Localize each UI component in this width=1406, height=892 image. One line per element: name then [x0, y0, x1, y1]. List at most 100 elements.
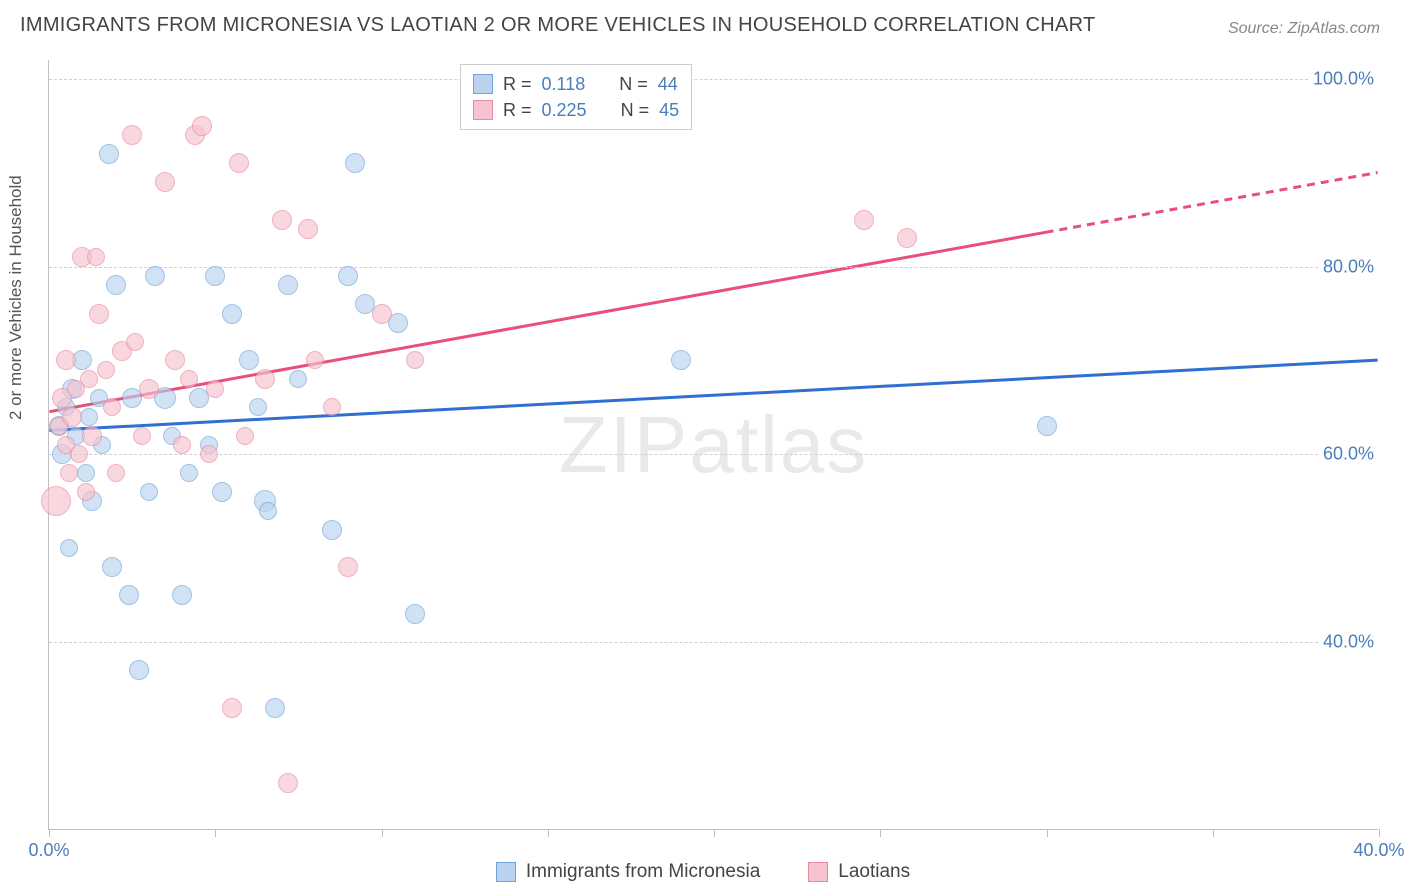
n-value: 45	[659, 97, 679, 123]
chart-title: IMMIGRANTS FROM MICRONESIA VS LAOTIAN 2 …	[20, 14, 1096, 37]
data-point	[897, 228, 917, 248]
data-point	[372, 304, 392, 324]
data-point	[406, 351, 424, 369]
data-point	[229, 153, 249, 173]
data-point	[119, 585, 139, 605]
data-point	[165, 350, 185, 370]
r-label: R =	[503, 71, 532, 97]
data-point	[129, 660, 149, 680]
series-legend: Immigrants from Micronesia Laotians	[0, 861, 1406, 888]
plot-area: ZIPatlas 40.0%60.0%80.0%100.0%0.0%40.0%	[48, 60, 1378, 830]
x-tick	[548, 829, 549, 837]
data-point	[106, 275, 126, 295]
gridline	[49, 79, 1378, 80]
legend-row: R = 0.118 N = 44	[473, 71, 679, 97]
x-tick	[1213, 829, 1214, 837]
gridline	[49, 267, 1378, 268]
data-point	[80, 408, 98, 426]
r-label: R =	[503, 97, 532, 123]
watermark: ZIPatlas	[559, 399, 868, 491]
trend-line	[1046, 173, 1378, 233]
x-tick	[1047, 829, 1048, 837]
trend-line	[49, 360, 1377, 430]
data-point	[259, 502, 277, 520]
data-point	[345, 153, 365, 173]
data-point	[155, 172, 175, 192]
data-point	[89, 304, 109, 324]
data-point	[338, 557, 358, 577]
data-point	[97, 361, 115, 379]
y-tick-label: 40.0%	[1319, 632, 1378, 653]
n-label: N =	[619, 71, 648, 97]
data-point	[236, 427, 254, 445]
data-point	[322, 520, 342, 540]
data-point	[205, 266, 225, 286]
legend-swatch	[473, 74, 493, 94]
data-point	[145, 266, 165, 286]
gridline	[49, 454, 1378, 455]
data-point	[249, 398, 267, 416]
data-point	[41, 486, 71, 516]
n-value: 44	[658, 71, 678, 97]
data-point	[289, 370, 307, 388]
data-point	[298, 219, 318, 239]
data-point	[239, 350, 259, 370]
x-tick	[215, 829, 216, 837]
data-point	[222, 698, 242, 718]
x-tick-label: 40.0%	[1353, 840, 1404, 861]
data-point	[173, 436, 191, 454]
data-point	[255, 369, 275, 389]
data-point	[192, 116, 212, 136]
trend-line	[49, 232, 1045, 411]
data-point	[1037, 416, 1057, 436]
data-point	[99, 144, 119, 164]
data-point	[82, 426, 102, 446]
data-point	[180, 464, 198, 482]
legend-swatch	[473, 100, 493, 120]
legend-row: R =0.225N =45	[473, 97, 679, 123]
x-tick	[880, 829, 881, 837]
data-point	[671, 350, 691, 370]
data-point	[77, 464, 95, 482]
x-tick	[49, 829, 50, 837]
data-point	[122, 125, 142, 145]
data-point	[323, 398, 341, 416]
data-point	[70, 445, 88, 463]
data-point	[265, 698, 285, 718]
source-label: Source: ZipAtlas.com	[1228, 20, 1380, 38]
chart-container: IMMIGRANTS FROM MICRONESIA VS LAOTIAN 2 …	[0, 0, 1406, 892]
data-point	[87, 248, 105, 266]
data-point	[60, 464, 78, 482]
y-axis-label: 2 or more Vehicles in Household	[6, 175, 26, 420]
gridline	[49, 642, 1378, 643]
data-point	[60, 539, 78, 557]
x-tick	[1379, 829, 1380, 837]
data-point	[103, 398, 121, 416]
y-tick-label: 80.0%	[1319, 256, 1378, 277]
data-point	[212, 482, 232, 502]
data-point	[80, 370, 98, 388]
r-value: 0.118	[542, 71, 586, 97]
n-label: N =	[621, 97, 650, 123]
data-point	[126, 333, 144, 351]
data-point	[62, 407, 82, 427]
legend-item: Laotians	[808, 861, 910, 883]
data-point	[140, 483, 158, 501]
data-point	[77, 483, 95, 501]
data-point	[107, 464, 125, 482]
data-point	[278, 275, 298, 295]
data-point	[56, 350, 76, 370]
data-point	[133, 427, 151, 445]
x-tick	[714, 829, 715, 837]
x-tick-label: 0.0%	[28, 840, 69, 861]
legend-item: Immigrants from Micronesia	[496, 861, 760, 883]
data-point	[172, 585, 192, 605]
legend-swatch	[496, 862, 516, 882]
data-point	[306, 351, 324, 369]
data-point	[206, 380, 224, 398]
legend-label: Immigrants from Micronesia	[526, 861, 760, 883]
legend-label: Laotians	[838, 861, 910, 883]
data-point	[200, 445, 218, 463]
data-point	[278, 773, 298, 793]
data-point	[222, 304, 242, 324]
